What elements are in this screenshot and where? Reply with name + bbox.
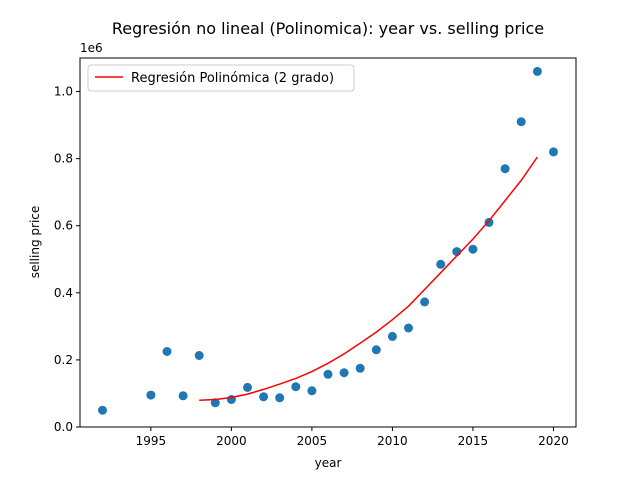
scatter-point xyxy=(404,323,413,333)
axis-ticks: 1995 2000 2005 2010 2015 2020 0.0 0.2 0.4 0.6 0.8 1… xyxy=(54,85,569,448)
scatter-point xyxy=(436,259,446,269)
scatter-point xyxy=(323,369,333,379)
x-tick-label: 2000 xyxy=(216,434,247,448)
scatter-point xyxy=(210,398,220,408)
x-tick-label: 1995 xyxy=(136,434,167,448)
scatter-point xyxy=(387,331,397,341)
plot-frame xyxy=(79,57,577,428)
scatter-point xyxy=(243,382,252,392)
scatter-point xyxy=(549,147,558,157)
scatter-point xyxy=(194,351,204,360)
scatter-point xyxy=(355,363,365,373)
scatter-point xyxy=(146,390,156,400)
axis-offset-label: 1e6 xyxy=(80,41,103,55)
scatter-point xyxy=(516,117,526,127)
scatter-point xyxy=(371,345,381,355)
legend-label: Regresión Polinómica (2 grado) xyxy=(131,71,334,86)
regression-line xyxy=(199,156,539,401)
y-tick-label: 0.4 xyxy=(54,286,73,300)
x-axis-label: year xyxy=(315,456,342,470)
chart-title: Regresión no lineal (Polinomica): year v… xyxy=(112,19,544,38)
y-tick-label: 0.8 xyxy=(54,152,73,166)
x-tick-label: 2010 xyxy=(377,434,408,448)
y-tick-label: 0.6 xyxy=(54,219,73,233)
scatter-point xyxy=(339,368,349,378)
x-tick-label: 2005 xyxy=(297,434,328,448)
scatter-point xyxy=(532,66,542,76)
scatter-point xyxy=(468,244,478,254)
x-tick-label: 2015 xyxy=(458,434,489,448)
scatter-point xyxy=(307,386,317,396)
y-tick-label: 0.0 xyxy=(54,420,73,434)
x-tick-label: 2020 xyxy=(538,434,569,448)
scatter-point xyxy=(484,217,494,227)
scatter-point xyxy=(259,392,269,402)
y-axis-label: selling price xyxy=(28,206,42,279)
plot-area xyxy=(98,66,558,415)
scatter-point xyxy=(500,164,510,174)
scatter-point xyxy=(162,347,172,356)
legend-box xyxy=(87,64,355,92)
legend: Regresión Polinómica (2 grado) xyxy=(87,64,355,92)
scatter-point xyxy=(98,405,107,415)
scatter-point xyxy=(420,297,430,307)
y-tick-label: 1.0 xyxy=(54,85,73,99)
scatter-point xyxy=(291,382,301,392)
scatter-point xyxy=(275,393,285,403)
y-tick-label: 0.2 xyxy=(54,353,73,367)
scatter-point xyxy=(178,391,188,401)
